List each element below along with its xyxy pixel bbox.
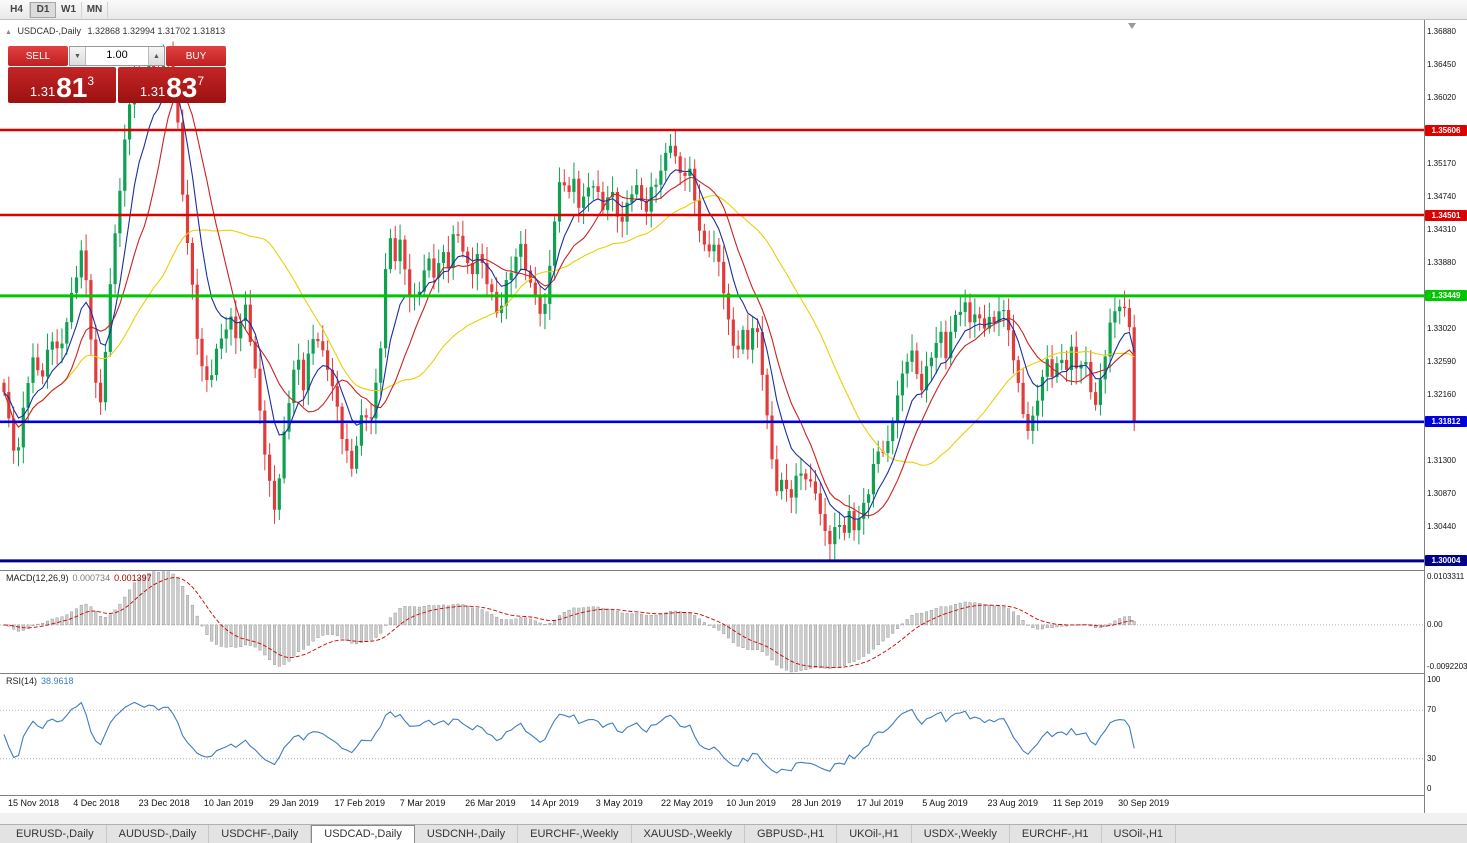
price-line-badge: 1.33449 (1425, 290, 1467, 302)
tab-audusd-daily[interactable]: AUDUSD-,Daily (107, 825, 210, 843)
date-label: 3 May 2019 (595, 798, 643, 808)
buy-label: BUY (166, 46, 226, 66)
date-label: 14 Apr 2019 (530, 798, 579, 808)
price-tick: 1.35170 (1427, 158, 1456, 168)
buy-price-prefix: 1.31 (139, 84, 166, 99)
rsi-axis-tick: 0 (1427, 784, 1432, 793)
tab-usdx-weekly[interactable]: USDX-,Weekly (912, 825, 1010, 843)
rsi-axis-tick: 70 (1427, 705, 1436, 715)
price-tick: 1.32160 (1427, 390, 1456, 400)
chart-tabs-bar: EURUSD-,Daily AUDUSD-,Daily USDCHF-,Daily U… (0, 824, 1467, 843)
volume-increase-icon[interactable]: ▲ (148, 47, 164, 65)
date-label: 28 Jun 2019 (791, 798, 842, 808)
price-tick: 1.36880 (1427, 27, 1456, 36)
date-label: 30 Sep 2019 (1118, 798, 1170, 808)
macd-axis-max: 0.0103311 (1427, 572, 1465, 581)
date-label: 29 Jan 2019 (269, 798, 319, 808)
date-label: 17 Jul 2019 (856, 798, 904, 808)
price-line-badge: 1.35606 (1425, 124, 1467, 136)
pane-separator[interactable] (0, 673, 1467, 674)
macd-axis-zero: 0.00 (1427, 619, 1443, 629)
price-tick: 1.33020 (1427, 323, 1456, 333)
rsi-label: RSI(14) 38.9618 (6, 676, 74, 686)
price-tick: 1.36450 (1427, 60, 1456, 70)
date-label: 11 Sep 2019 (1052, 798, 1104, 808)
sell-button[interactable]: 1.31 81 3 (8, 67, 116, 103)
macd-label: MACD(12,26,9) 0.000734 0.001397 (6, 573, 152, 583)
volume-control: ▼ 1.00 ▲ (69, 46, 165, 66)
sell-label: SELL (8, 46, 68, 66)
tab-eurchf-weekly[interactable]: EURCHF-,Weekly (518, 825, 632, 843)
sell-price-big: 81 (56, 72, 88, 103)
timeframe-d1[interactable]: D1 (30, 1, 56, 18)
buy-button[interactable]: 1.31 83 7 (118, 67, 226, 103)
chart-window: ▲ USDCAD-,Daily 1.32868 1.32994 1.31702 … (0, 20, 1467, 813)
rsi-chart-canvas[interactable] (0, 674, 1424, 795)
tab-eurchf-h1[interactable]: EURCHF-,H1 (1010, 825, 1102, 843)
one-click-trading-panel: SELL ▼ 1.00 ▲ BUY 1.31 81 3 1.31 83 7 (8, 46, 226, 103)
date-label: 22 May 2019 (661, 798, 714, 808)
date-label: 23 Dec 2018 (138, 798, 190, 808)
timeframe-w1[interactable]: W1 (56, 1, 82, 18)
collapse-trade-panel-icon[interactable]: ▲ (5, 29, 12, 36)
date-label: 26 Mar 2019 (465, 798, 516, 808)
price-tick: 1.34740 (1427, 191, 1456, 201)
timeframe-buttons: H4 D1 W1 MN (4, 1, 108, 18)
symbol-name: USDCAD-,Daily (17, 26, 81, 36)
timeframe-mn[interactable]: MN (82, 1, 108, 18)
date-label: 10 Jan 2019 (203, 798, 254, 808)
date-label: 4 Dec 2018 (73, 798, 120, 808)
price-tick: 1.32590 (1427, 357, 1456, 366)
timeframe-h4[interactable]: H4 (4, 1, 30, 18)
tab-eurusd-daily[interactable]: EURUSD-,Daily (4, 825, 107, 843)
timeframe-toolbar: H4 D1 W1 MN (0, 0, 1467, 20)
macd-axis-min: -0.0092203 (1427, 662, 1467, 671)
pane-separator[interactable] (0, 570, 1467, 571)
price-chart-canvas[interactable] (0, 20, 1424, 570)
pane-separator (0, 795, 1467, 796)
price-tick: 1.30870 (1427, 489, 1456, 499)
sell-price-prefix: 1.31 (29, 84, 56, 99)
tab-usdcad-daily[interactable]: USDCAD-,Daily (311, 825, 415, 843)
rsi-axis-tick: 30 (1427, 753, 1436, 763)
tab-usoil-h1[interactable]: USOil-,H1 (1102, 825, 1177, 843)
price-tick: 1.34310 (1427, 224, 1456, 234)
buy-price-big: 83 (166, 72, 198, 103)
price-line-badge: 1.31812 (1425, 416, 1467, 428)
tab-ukoil-h1[interactable]: UKOil-,H1 (837, 825, 912, 843)
date-label: 5 Aug 2019 (922, 798, 968, 808)
price-tick: 1.33880 (1427, 257, 1456, 267)
volume-decrease-icon[interactable]: ▼ (70, 47, 86, 65)
date-label: 15 Nov 2018 (8, 798, 60, 808)
date-label: 7 Mar 2019 (399, 798, 446, 808)
ohlc-values: 1.32868 1.32994 1.31702 1.31813 (87, 26, 226, 36)
price-line-badge: 1.34501 (1425, 209, 1467, 221)
buy-price-pip: 7 (197, 74, 205, 88)
time-axis[interactable]: 15 Nov 2018 4 Dec 2018 23 Dec 2018 10 Jan 2… (0, 796, 1424, 813)
chart-symbol-header: ▲ USDCAD-,Daily 1.32868 1.32994 1.31702 … (5, 26, 225, 36)
tab-usdcnh-daily[interactable]: USDCNH-,Daily (415, 825, 519, 843)
date-label: 17 Feb 2019 (334, 798, 386, 808)
price-line-badge: 1.30004 (1425, 555, 1467, 567)
sell-price-pip: 3 (87, 74, 95, 88)
date-label: 10 Jun 2019 (726, 798, 776, 808)
macd-chart-canvas[interactable] (0, 571, 1424, 673)
chart-shift-marker[interactable] (1128, 23, 1136, 29)
tab-xauusd-weekly[interactable]: XAUUSD-,Weekly (632, 825, 745, 843)
price-tick: 1.36020 (1427, 93, 1456, 103)
tab-gbpusd-h1[interactable]: GBPUSD-,H1 (745, 825, 838, 843)
volume-input[interactable]: 1.00 (106, 49, 128, 61)
price-tick: 1.31300 (1427, 456, 1456, 466)
price-tick: 1.30440 (1427, 522, 1456, 532)
tab-usdchf-daily[interactable]: USDCHF-,Daily (209, 825, 312, 843)
date-label: 23 Aug 2019 (987, 798, 1039, 808)
rsi-axis-tick: 100 (1427, 675, 1441, 684)
